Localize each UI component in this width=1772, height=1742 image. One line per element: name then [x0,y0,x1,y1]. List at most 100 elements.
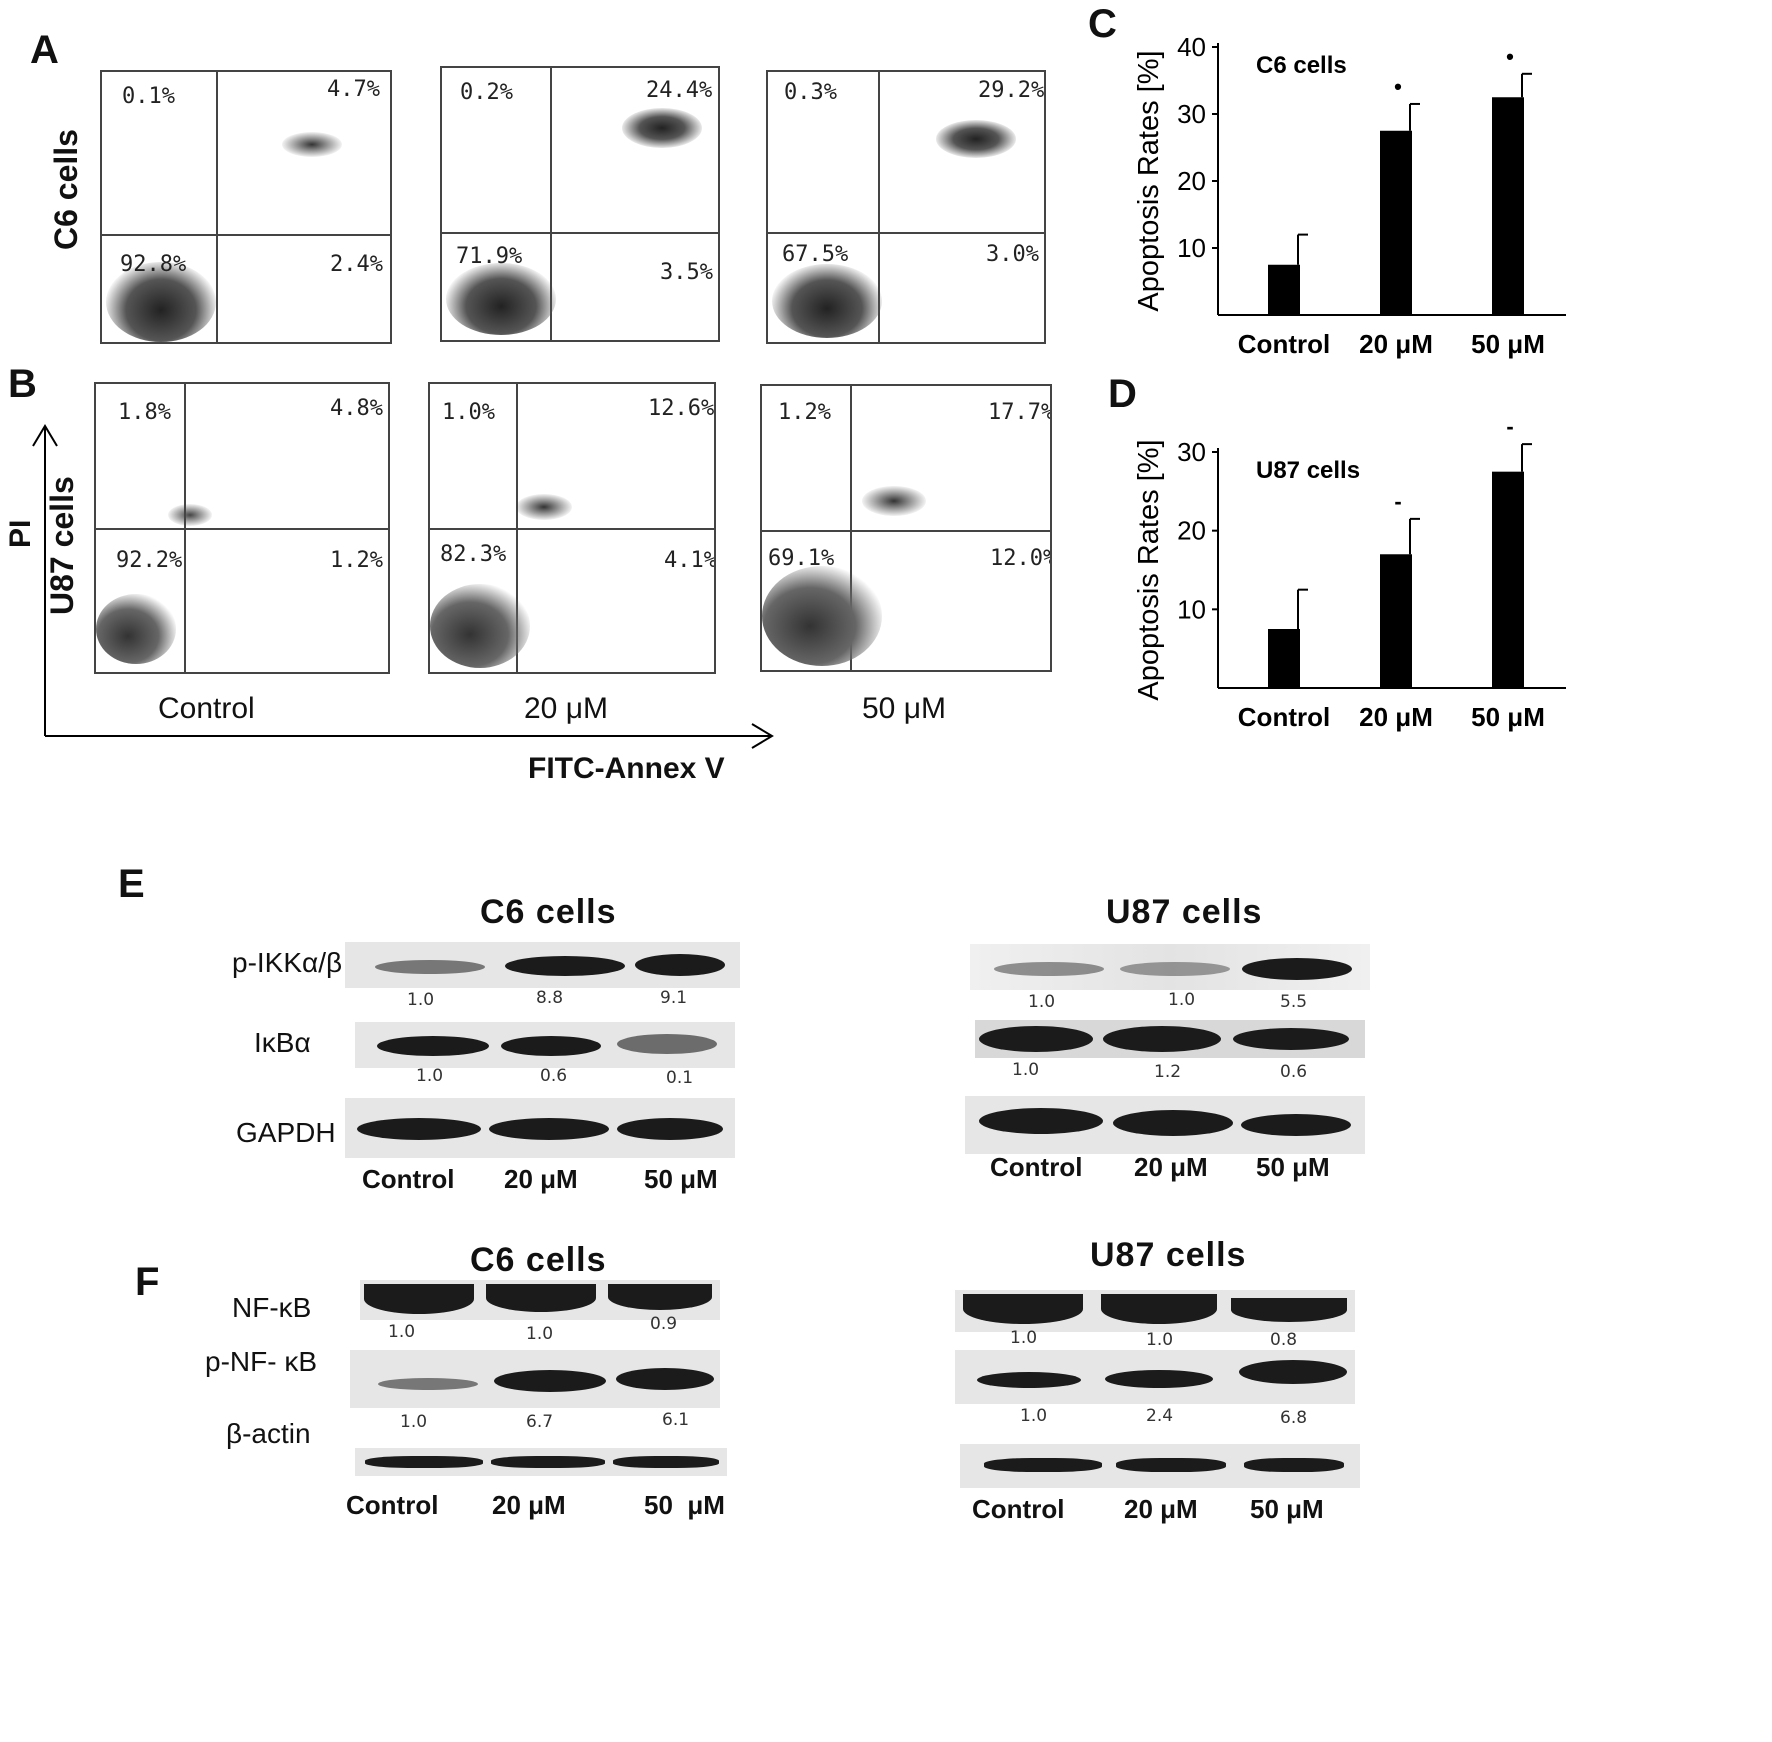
x-axis-label-fitc: FITC-Annex V [528,752,725,785]
blot-band [635,954,725,976]
quadrant-hline [762,530,1050,532]
significance-marker: - [1394,489,1401,514]
blot-band [608,1284,712,1310]
panel-letter-e: E [118,862,145,906]
significance-marker: - [1506,414,1513,439]
x-tick-label: 20 μM [1359,329,1433,359]
cell-cluster [622,108,702,148]
cell-cluster [282,132,342,157]
blot-e-u87-condition: 50 μM [1256,1152,1330,1182]
blot-strip [955,1290,1355,1332]
blot-strip [355,1022,735,1068]
blot-band [1105,1370,1213,1388]
cell-cluster [762,566,882,666]
blot-value: 6.1 [662,1410,690,1430]
blot-value: 5.5 [1280,992,1308,1012]
pct-ul: 0.1% [122,84,175,109]
blot-e-label-gapdh: GAPDH [236,1117,336,1148]
blot-value: 2.4 [1146,1406,1174,1426]
blot-value: 1.0 [1012,1060,1040,1080]
pct-ul: 0.2% [460,80,513,105]
y-axis-title: Apoptosis Rates [%] [1133,439,1165,700]
blot-band [977,1372,1081,1388]
blot-band [491,1456,605,1468]
x-tick-label: Control [1238,702,1330,732]
blot-value: 1.0 [1168,990,1196,1010]
blot-value: 0.8 [1270,1330,1298,1350]
x-tick-label: 20 μM [1359,702,1433,732]
cell-cluster [430,584,530,668]
panel-letter-a: A [30,28,59,72]
quadrant-hline [768,232,1044,234]
blot-band [1233,1028,1349,1050]
blot-band [494,1370,606,1392]
blot-e-u87-condition: Control [990,1152,1083,1182]
blot-band [979,1026,1093,1052]
x-tick-label: Control [1238,329,1330,359]
x-tick-label: 50 μM [1471,329,1545,359]
blot-band [378,1378,478,1390]
blot-f-c6-condition: 20 μM [492,1490,566,1520]
blot-value: 1.0 [407,990,435,1010]
blot-e-u87-title: U87 cells [1106,893,1263,931]
cell-cluster [106,262,216,342]
blot-value: 1.0 [416,1066,444,1086]
blot-band [1101,1294,1217,1324]
flow-plot-u87-50um: 1.2% 17.7% 69.1% 12.0% [760,384,1052,672]
blot-strip [345,1098,735,1158]
blot-value: 0.6 [1280,1062,1308,1082]
blot-band [1241,1114,1351,1136]
pct-ur: 12.6% [648,396,715,421]
cell-cluster [936,120,1016,158]
blot-band [984,1458,1102,1472]
flow-condition-control: Control [158,692,255,725]
blot-f-label-nfkb: NF-κB [232,1292,312,1323]
blot-strip [355,1448,727,1476]
blot-value: 1.2 [1154,1062,1182,1082]
blot-value: 0.6 [540,1066,568,1086]
pct-ur: 29.2% [978,78,1045,103]
quadrant-hline [430,528,714,530]
blot-band [357,1118,481,1140]
flow-condition-50um: 50 μM [862,692,946,725]
pct-lr: 3.5% [660,260,713,285]
blot-f-label-pnfkb: p-NF- κB [205,1346,317,1377]
blot-e-label-pikk: p-IKKα/β [232,947,343,978]
panel-letter-c: C [1088,2,1117,46]
pct-ul: 1.2% [778,400,831,425]
blot-band [617,1118,723,1140]
cell-cluster [772,264,882,338]
bar-chart-c6: 10 20 30 40 Apoptosis Rates [%] C6 cells Contr… [1133,32,1566,359]
blot-band [364,1284,474,1314]
pct-lr: 3.0% [986,242,1039,267]
blot-value: 1.0 [1010,1328,1038,1348]
blot-e-c6-condition: 20 μM [504,1164,578,1194]
flow-plot-c6-50um: 0.3% 29.2% 67.5% 3.0% [766,70,1046,344]
cell-cluster [168,504,212,526]
blot-e-c6-title: C6 cells [480,893,617,931]
blot-band [979,1108,1103,1134]
cell-cluster [516,494,572,520]
pct-ur: 4.7% [327,77,380,102]
blot-strip [360,1280,720,1320]
blot-band [1120,962,1230,976]
pct-ll: 67.5% [782,242,849,267]
blot-band [1231,1298,1347,1322]
blot-band [375,960,485,974]
x-tick-label: 50 μM [1471,702,1545,732]
blot-band [1116,1458,1226,1472]
blot-band [1242,958,1352,980]
blot-band [994,962,1104,976]
y-tick-label: 30 [1177,99,1206,129]
quadrant-hline [102,234,390,236]
blot-value: 9.1 [660,988,688,1008]
pct-ur: 24.4% [646,78,713,103]
blot-band [489,1118,609,1140]
cell-cluster [446,263,556,335]
blot-f-u87-title: U87 cells [1090,1236,1247,1274]
blot-strip [965,1096,1365,1154]
bar-chart-u87: 10 20 30 Apoptosis Rates [%] U87 cells Contro… [1133,414,1566,732]
cell-cluster [96,594,176,664]
significance-marker: • [1506,44,1514,69]
